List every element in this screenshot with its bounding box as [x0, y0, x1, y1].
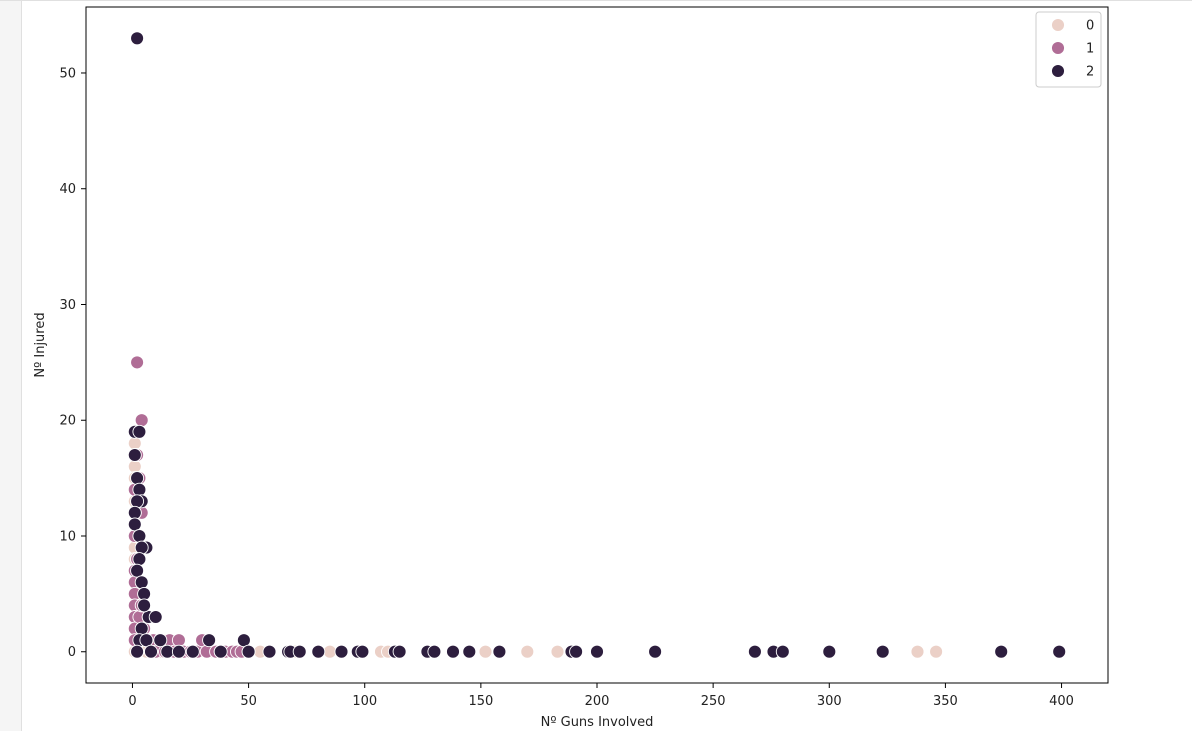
point-series-2: [134, 621, 149, 636]
point-series-2: [132, 482, 147, 497]
y-tick-label: 40: [59, 182, 76, 197]
point-series-2: [127, 517, 142, 532]
point-series-2: [492, 644, 507, 659]
point-series-0: [910, 644, 925, 659]
point-series-2: [262, 644, 277, 659]
y-axis-ticks: 0 10 20 30 40 50: [59, 66, 86, 660]
point-series-2: [171, 644, 186, 659]
point-series-2: [236, 633, 251, 648]
x-axis-label: Nº Guns Involved: [541, 715, 654, 730]
point-series-2: [392, 644, 407, 659]
x-tick-label: 350: [933, 694, 958, 709]
plot-frame: [85, 6, 1109, 684]
point-series-1: [171, 633, 186, 648]
point-series-0: [520, 644, 535, 659]
legend: 0 1 2: [1035, 11, 1102, 88]
legend-marker-1: [1051, 41, 1065, 55]
point-series-2: [875, 644, 890, 659]
point-series-2: [137, 598, 152, 613]
point-series-2: [427, 644, 442, 659]
point-series-0: [929, 644, 944, 659]
point-series-2: [137, 586, 152, 601]
point-series-2: [241, 644, 256, 659]
point-series-0: [478, 644, 493, 659]
x-tick-label: 200: [585, 694, 610, 709]
y-tick-label: 50: [59, 66, 76, 81]
legend-marker-2: [1051, 64, 1065, 78]
point-series-0: [127, 436, 142, 451]
point-series-2: [139, 633, 154, 648]
points-layer: [127, 31, 1067, 659]
point-series-2: [130, 563, 145, 578]
point-series-2: [130, 31, 145, 46]
point-series-2: [185, 644, 200, 659]
y-tick-label: 0: [68, 645, 76, 660]
point-series-2: [132, 529, 147, 543]
y-axis-label: Nº Injured: [33, 312, 48, 377]
point-series-2: [160, 644, 175, 659]
point-series-2: [334, 644, 349, 659]
notebook-gutter: [0, 0, 22, 731]
point-series-2: [130, 644, 145, 659]
legend-label-1: 1: [1086, 42, 1094, 57]
cell-top-border: [0, 0, 1192, 1]
x-tick-label: 150: [468, 694, 493, 709]
x-tick-label: 0: [128, 694, 136, 709]
point-series-0: [322, 644, 337, 659]
point-series-2: [462, 644, 477, 659]
point-series-2: [153, 633, 168, 648]
y-tick-label: 10: [59, 529, 76, 544]
point-series-2: [590, 644, 604, 659]
x-tick-label: 300: [817, 694, 842, 709]
x-tick-label: 50: [240, 694, 257, 709]
point-series-2: [822, 644, 837, 659]
point-series-1: [130, 355, 145, 370]
point-series-2: [127, 448, 142, 462]
y-tick-label: 30: [59, 298, 76, 313]
point-series-2: [775, 644, 790, 659]
x-tick-label: 250: [701, 694, 726, 709]
x-tick-label: 400: [1049, 694, 1074, 709]
point-series-2: [134, 575, 149, 590]
point-series-2: [355, 644, 370, 659]
point-series-2: [292, 644, 307, 659]
legend-label-2: 2: [1086, 65, 1094, 80]
point-series-2: [747, 644, 762, 659]
point-series-0: [550, 644, 565, 659]
point-series-2: [130, 471, 145, 486]
point-series-1: [134, 413, 149, 428]
point-series-2: [1052, 644, 1067, 659]
point-series-2: [994, 644, 1009, 659]
point-series-2: [130, 494, 145, 509]
point-series-2: [134, 540, 149, 555]
x-tick-label: 100: [352, 694, 377, 709]
point-series-2: [446, 644, 460, 659]
point-series-2: [148, 610, 163, 624]
y-tick-label: 20: [59, 414, 76, 429]
legend-marker-0: [1051, 18, 1065, 32]
point-series-2: [648, 644, 663, 659]
point-series-2: [132, 424, 147, 439]
point-series-2: [127, 505, 142, 520]
point-series-0: [127, 459, 142, 474]
point-series-2: [132, 552, 147, 567]
point-series-2: [569, 644, 584, 659]
point-series-2: [213, 644, 228, 659]
point-series-2: [144, 644, 158, 659]
point-series-2: [202, 633, 217, 648]
x-axis-ticks: 0 50 100 150 200 250 300 350 400: [128, 683, 1074, 709]
point-series-2: [311, 644, 326, 659]
legend-label-0: 0: [1086, 19, 1094, 34]
